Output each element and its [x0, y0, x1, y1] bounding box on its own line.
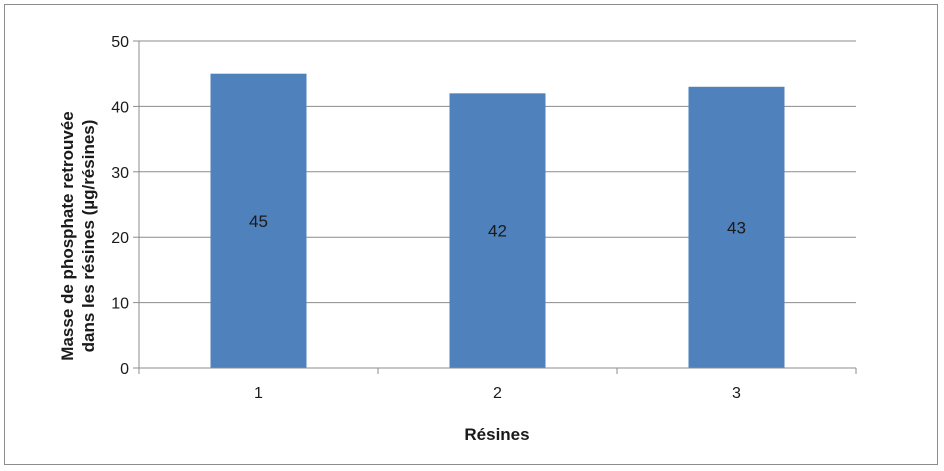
x-tick-label: 2: [493, 385, 502, 402]
bar: [210, 73, 307, 368]
y-tick-label: 20: [111, 230, 129, 247]
y-tick-label: 30: [111, 165, 129, 182]
bars: [210, 73, 785, 368]
y-axis-title-line1: Masse de phosphate retrouvée: [58, 111, 77, 360]
bar: [688, 86, 785, 368]
bar: [449, 93, 546, 368]
bar-data-label: 45: [249, 212, 268, 231]
y-tick-label: 10: [111, 296, 129, 313]
x-tick-label: 3: [732, 385, 741, 402]
y-tick-label: 0: [120, 361, 129, 378]
bar-data-label: 42: [488, 222, 507, 241]
y-axis-title: Masse de phosphate retrouvée dans les ré…: [58, 111, 98, 360]
bar-data-label: 43: [727, 218, 746, 237]
y-tick-labels: 0 10 20 30 40 50: [111, 34, 129, 378]
y-tick-label: 40: [111, 99, 129, 116]
y-tick-label: 50: [111, 34, 129, 51]
x-tick-label: 1: [254, 385, 263, 402]
data-labels: 45 42 43: [249, 212, 746, 241]
x-tick-labels: 1 2 3: [254, 385, 741, 402]
y-axis-title-line2: dans les résines (µg/résines): [79, 120, 98, 353]
axes: [133, 40, 857, 374]
x-axis-title: Résines: [464, 425, 529, 444]
